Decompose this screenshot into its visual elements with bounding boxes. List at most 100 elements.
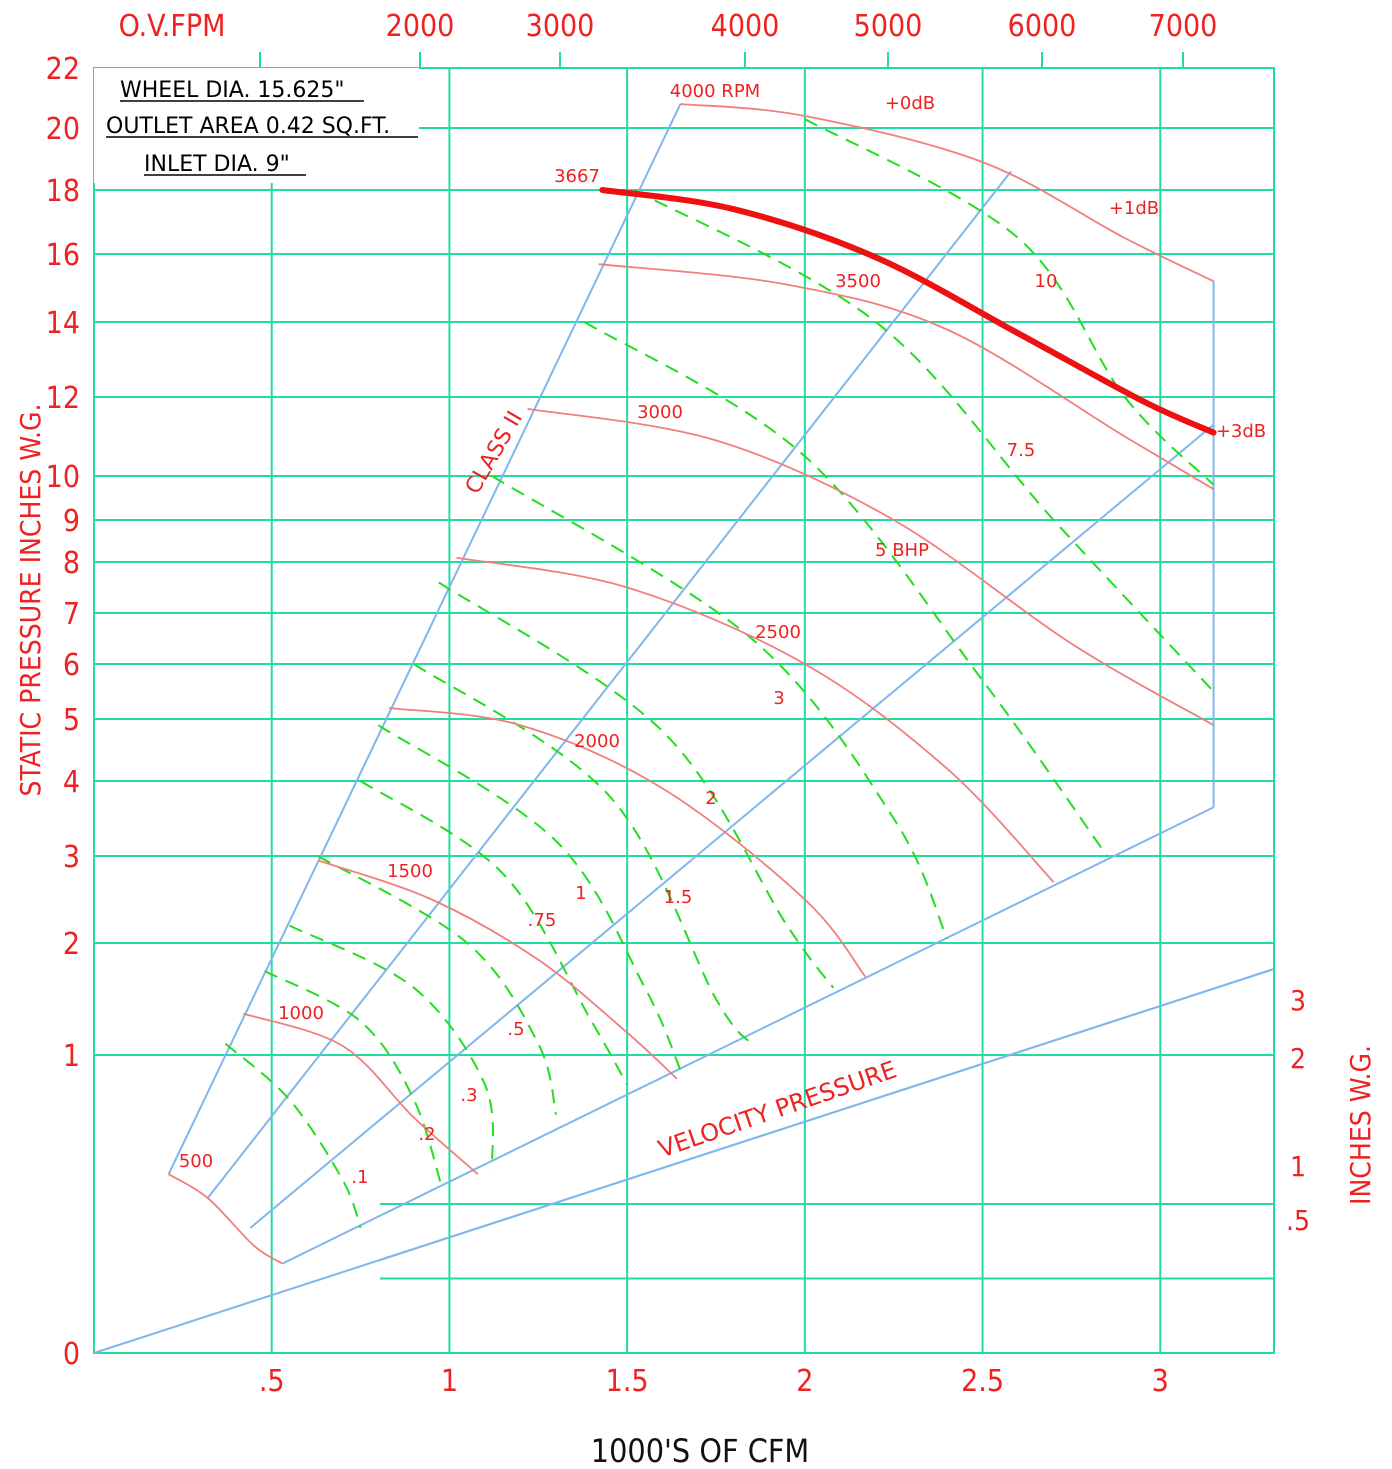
bhp-line-10 bbox=[633, 189, 1215, 693]
y-tick-13: 16 bbox=[46, 238, 80, 273]
bhp-label-2: .3 bbox=[460, 1085, 477, 1106]
y-tick-9: 9 bbox=[63, 504, 80, 539]
y-tick-12: 14 bbox=[46, 306, 80, 341]
y-tick-5: 5 bbox=[63, 703, 80, 738]
rpm-label-7: 500 bbox=[179, 1151, 213, 1172]
rpm-curve-4 bbox=[388, 707, 867, 978]
y-tick-14: 18 bbox=[46, 174, 80, 209]
bhp-label-0: .1 bbox=[351, 1167, 368, 1188]
bhp-line-2 bbox=[289, 924, 494, 1169]
rpm-label-6: 1000 bbox=[278, 1003, 324, 1024]
y-tick-2: 2 bbox=[63, 927, 80, 962]
rpm-curve-2 bbox=[527, 408, 1215, 726]
right-tick-3: 3 bbox=[1290, 984, 1306, 1017]
rpm-label-3: 2500 bbox=[755, 622, 801, 643]
info-outlet-area: OUTLET AREA 0.42 SQ.FT. bbox=[106, 114, 390, 139]
bhp-label-6: 1.5 bbox=[664, 887, 693, 908]
bhp-line-7 bbox=[438, 581, 835, 989]
rpm-curve-6 bbox=[243, 1012, 479, 1175]
highlight-curve-3667 bbox=[599, 187, 1217, 436]
top-tick-2: 4000 bbox=[711, 9, 780, 44]
class-ii-label: CLASS II bbox=[461, 407, 528, 498]
bhp-line-11 bbox=[804, 118, 1215, 486]
x-tick-5: 3 bbox=[1152, 1364, 1169, 1399]
db-label-3: +3dB bbox=[1216, 421, 1266, 442]
x-tick-3: 2 bbox=[796, 1364, 813, 1399]
bhp-label-7: 2 bbox=[705, 788, 716, 809]
top-tick-3: 5000 bbox=[854, 9, 923, 44]
right-tick-0: .5 bbox=[1286, 1204, 1310, 1237]
rpm-curve-5 bbox=[317, 859, 678, 1080]
rpm-label-4: 2000 bbox=[574, 731, 620, 752]
bhp-label-9: 5 BHP bbox=[875, 540, 929, 561]
y-axis-title: STATIC PRESSURE INCHES W.G. bbox=[14, 403, 47, 796]
x-axis-title: 1000'S OF CFM bbox=[591, 1432, 809, 1469]
rpm-label-5: 1500 bbox=[387, 861, 433, 882]
bhp-line-6 bbox=[413, 663, 753, 1045]
rpm-curve-0 bbox=[680, 103, 1214, 283]
top-tick-1: 3000 bbox=[526, 9, 595, 44]
system-line-2 bbox=[249, 423, 1215, 1229]
grid bbox=[94, 52, 1274, 1353]
right-tick-1: 1 bbox=[1290, 1150, 1306, 1183]
velocity-pressure-label: VELOCITY PRESSURE bbox=[655, 1056, 900, 1164]
info-wheel-dia: WHEEL DIA. 15.625" bbox=[120, 78, 345, 103]
bhp-label-10: 7.5 bbox=[1007, 440, 1036, 461]
top-axis-title: O.V.FPM bbox=[119, 9, 226, 44]
bhp-label-1: .2 bbox=[418, 1124, 435, 1145]
y-tick-1: 1 bbox=[63, 1039, 80, 1074]
x-tick-0: .5 bbox=[259, 1364, 285, 1399]
bhp-line-1 bbox=[264, 970, 444, 1190]
info-box bbox=[94, 68, 419, 183]
x-tick-4: 2.5 bbox=[961, 1364, 1004, 1399]
system-line-0 bbox=[167, 103, 682, 1175]
x-tick-1: 1 bbox=[441, 1364, 458, 1399]
y-tick-6: 6 bbox=[63, 648, 80, 683]
bhp-label-3: .5 bbox=[507, 1019, 524, 1040]
top-tick-4: 6000 bbox=[1008, 9, 1077, 44]
system-line-3 bbox=[281, 806, 1215, 1265]
y-tick-16: 22 bbox=[46, 52, 80, 87]
velocity-pressure-line-2 bbox=[379, 968, 1275, 1261]
rpm-label-2: 3000 bbox=[637, 402, 683, 423]
bhp-line-3 bbox=[317, 855, 557, 1115]
y-tick-11: 12 bbox=[46, 381, 80, 416]
rpm-curve-3 bbox=[456, 556, 1055, 883]
db-label-1: +1dB bbox=[1109, 198, 1159, 219]
bhp-line-0 bbox=[224, 1043, 362, 1229]
bhp-label-11: 10 bbox=[1035, 271, 1058, 292]
system-line-1 bbox=[206, 170, 1012, 1199]
info-inlet-dia: INLET DIA. 9" bbox=[144, 152, 290, 177]
db-label-0: +0dB bbox=[885, 93, 935, 114]
y-tick-7: 7 bbox=[63, 597, 80, 632]
highlight-curve bbox=[599, 187, 1217, 436]
top-tick-5: 7000 bbox=[1149, 9, 1218, 44]
bhp-line-5 bbox=[377, 724, 682, 1071]
rpm-label-0: 4000 RPM bbox=[670, 81, 760, 102]
frame-rect bbox=[93, 67, 1275, 1354]
top-tick-0: 2000 bbox=[386, 9, 455, 44]
rpm-curve-7 bbox=[168, 1173, 283, 1265]
bhp-lines bbox=[224, 118, 1215, 1229]
rpm-curve-1 bbox=[598, 263, 1215, 490]
bhp-label-5: 1 bbox=[575, 883, 586, 904]
bhp-line-4 bbox=[360, 780, 628, 1086]
y-tick-0: 0 bbox=[63, 1337, 80, 1372]
rpm-label-1: 3500 bbox=[835, 271, 881, 292]
curve-labels: 4000 RPM 3500 3000 2500 2000 1500 1000 500 3667.… bbox=[179, 81, 1058, 1188]
right-axis-title: INCHES W.G. bbox=[1344, 1045, 1377, 1205]
y-tick-4: 4 bbox=[63, 765, 80, 800]
bhp-label-8: 3 bbox=[773, 688, 784, 709]
highlight-label: 3667 bbox=[554, 166, 600, 187]
plot-frame bbox=[93, 67, 1275, 1354]
x-tick-2: 1.5 bbox=[606, 1364, 649, 1399]
y-tick-10: 10 bbox=[46, 460, 80, 495]
rpm-curves bbox=[168, 103, 1215, 1265]
y-tick-8: 8 bbox=[63, 546, 80, 581]
system-lines bbox=[93, 103, 1275, 1354]
y-tick-15: 20 bbox=[46, 112, 80, 147]
bhp-label-4: .75 bbox=[528, 910, 557, 931]
right-tick-2: 2 bbox=[1290, 1042, 1306, 1075]
